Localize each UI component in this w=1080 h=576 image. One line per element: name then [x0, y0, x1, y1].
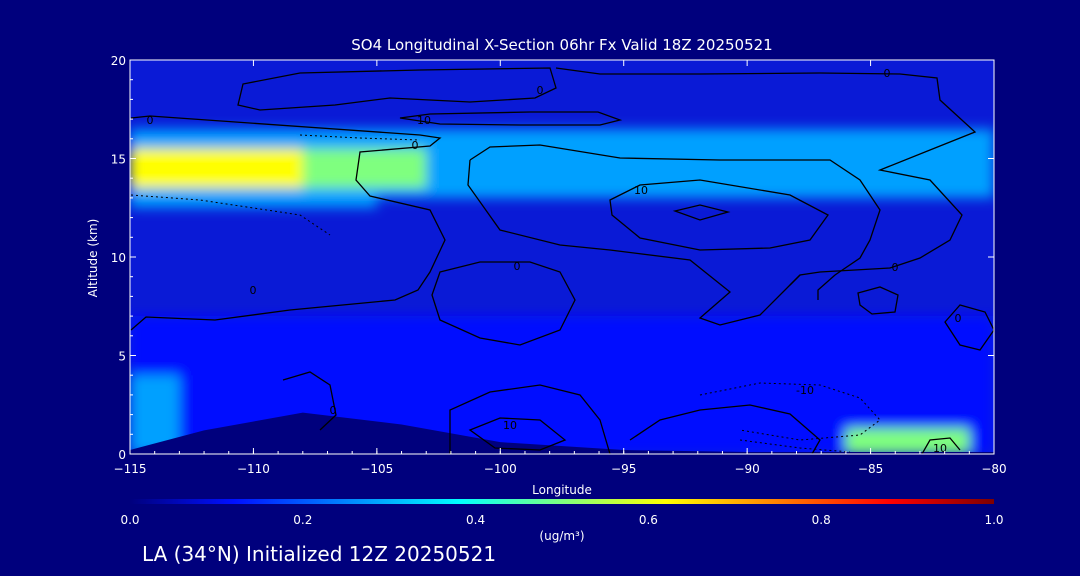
- contour-label: 0: [330, 404, 337, 417]
- contour-label: 10: [933, 442, 947, 455]
- concentration-region: [302, 148, 427, 189]
- x-tick-label: −100: [484, 462, 517, 476]
- contour-line: [299, 134, 421, 141]
- contour-line: [944, 304, 994, 351]
- colorbar-tick-label: 0.2: [293, 513, 312, 527]
- chart-title: SO4 Longitudinal X-Section 06hr Fx Valid…: [351, 36, 772, 54]
- contour-label: 0: [955, 312, 962, 325]
- contour-line: [130, 115, 446, 331]
- contour-label: 0: [147, 114, 154, 127]
- contour-line: [468, 417, 567, 451]
- contour-label: -10: [796, 384, 814, 397]
- footer-text: LA (34°N) Initialized 12Z 20250521: [142, 542, 496, 566]
- contour-labels: 0 0 0 0 10 10 0 10 0 10 -10 0 0 0: [147, 67, 962, 455]
- colorbar-tick-label: 0.4: [466, 513, 485, 527]
- y-axis-label: Altitude (km): [86, 219, 100, 298]
- colorbar: [130, 499, 994, 504]
- concentration-region: [130, 193, 377, 208]
- colorbar-tick-label: 0.8: [812, 513, 831, 527]
- contour-label: 0: [250, 284, 257, 297]
- contour-line: [237, 67, 557, 111]
- x-tick-label: −85: [858, 462, 883, 476]
- contour-label: 0: [537, 84, 544, 97]
- x-tick-label: −80: [981, 462, 1006, 476]
- y-tick-label: 15: [111, 153, 126, 167]
- colorbar-ticks: 0.0 0.2 0.4 0.6 0.8 1.0: [120, 513, 1003, 527]
- contour-label: 0: [892, 261, 899, 274]
- contour-line: [699, 382, 881, 441]
- colorbar-tick-label: 1.0: [984, 513, 1003, 527]
- x-tick-label: −95: [611, 462, 636, 476]
- colorbar-label: (ug/m³): [539, 529, 584, 543]
- concentration-region: [845, 428, 970, 454]
- contour-label: 10: [503, 419, 517, 432]
- contour-line: [739, 439, 851, 453]
- x-tick-label: −115: [114, 462, 147, 476]
- dashed-contour-lines: [130, 134, 881, 453]
- concentration-region: [130, 148, 303, 189]
- contour-line: [469, 144, 881, 300]
- y-tick-label: 10: [111, 251, 126, 265]
- contour-line: [555, 67, 977, 286]
- contour-label: 0: [514, 260, 521, 273]
- contour-line: [857, 286, 899, 315]
- contour-label: 0: [884, 67, 891, 80]
- x-tick-label: −105: [360, 462, 393, 476]
- contour-label: 10: [417, 114, 431, 127]
- concentration-field: [130, 128, 994, 454]
- plot-area: 0 0 0 0 10 10 0 10 0 10 -10 0 0 0: [130, 60, 994, 455]
- y-tick-label: 0: [118, 448, 126, 462]
- x-axis: −115 −110 −105 −100 −95 −90 −85 −80: [114, 60, 1007, 476]
- x-axis-label: Longitude: [532, 483, 592, 497]
- colorbar-tick-label: 0.6: [639, 513, 658, 527]
- y-tick-label: 5: [118, 350, 126, 364]
- contour-line: [629, 404, 821, 454]
- x-tick-label: −90: [734, 462, 759, 476]
- y-axis: 0 5 10 15 20: [111, 54, 994, 462]
- contour-line: [609, 179, 829, 251]
- x-tick-label: −110: [237, 462, 270, 476]
- y-tick-label: 20: [111, 54, 126, 68]
- contour-line: [921, 437, 961, 454]
- contour-line: [449, 384, 611, 454]
- contour-line: [282, 371, 337, 431]
- contour-lines: [130, 67, 994, 454]
- contour-line: [431, 261, 576, 346]
- contour-line: [672, 204, 731, 221]
- terrain-mask: [130, 412, 994, 454]
- contour-line: [467, 159, 801, 326]
- contour-line: [399, 111, 623, 126]
- contour-label: 10: [634, 184, 648, 197]
- contour-label: 0: [412, 139, 419, 152]
- colorbar-tick-label: 0.0: [120, 513, 139, 527]
